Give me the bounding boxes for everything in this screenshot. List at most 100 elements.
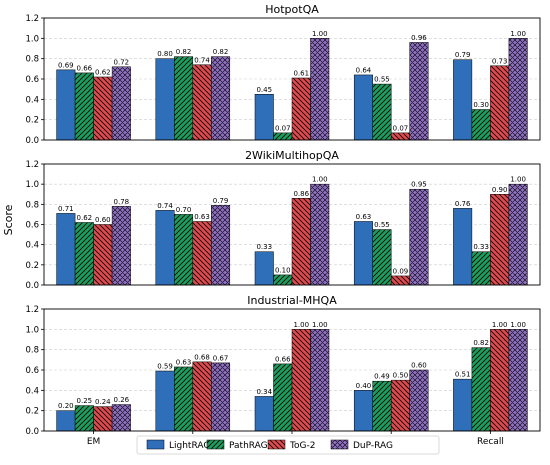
data-label: 0.66 bbox=[275, 355, 291, 363]
legend-label: LightRAG bbox=[169, 441, 210, 451]
bar-hatch bbox=[471, 251, 491, 285]
y-tick-label: 0.8 bbox=[25, 346, 39, 356]
y-tick-label: 1.0 bbox=[25, 34, 39, 44]
data-label: 0.10 bbox=[275, 266, 291, 274]
bar-hatch bbox=[310, 184, 329, 285]
data-label: 0.68 bbox=[194, 353, 210, 361]
bar-hatch bbox=[174, 56, 193, 141]
bar-hatch bbox=[508, 38, 528, 141]
data-label: 0.72 bbox=[114, 58, 130, 66]
data-label: 1.00 bbox=[312, 176, 328, 184]
data-label: 0.49 bbox=[374, 373, 390, 381]
bar-hatch bbox=[112, 66, 131, 140]
bar-hatch bbox=[490, 65, 509, 140]
data-label: 1.00 bbox=[293, 321, 309, 329]
data-label: 1.00 bbox=[510, 176, 526, 184]
data-label: 0.74 bbox=[194, 56, 210, 64]
data-label: 0.70 bbox=[176, 206, 192, 214]
legend-swatch bbox=[146, 439, 165, 450]
data-label: 0.07 bbox=[275, 124, 291, 132]
data-label: 0.25 bbox=[77, 397, 93, 405]
data-label: 0.30 bbox=[473, 101, 489, 109]
legend: LightRAG PathRAG ToG-2 DuP-RAG bbox=[136, 435, 440, 455]
bar-hatch bbox=[292, 77, 311, 140]
data-label: 0.79 bbox=[455, 51, 471, 59]
legend-swatch-hatch bbox=[331, 440, 348, 449]
x-tick-label: Recall bbox=[477, 437, 504, 447]
bar-hatch bbox=[409, 370, 429, 431]
bar-hatch bbox=[273, 132, 292, 140]
data-label: 0.67 bbox=[213, 354, 229, 362]
y-axis-label: Score bbox=[2, 204, 15, 235]
panel-title: HotpotQA bbox=[265, 3, 319, 16]
data-label: 0.55 bbox=[374, 76, 390, 84]
bar-hatch bbox=[310, 329, 329, 431]
data-label: 0.26 bbox=[114, 396, 130, 404]
data-label: 0.96 bbox=[411, 34, 427, 42]
data-label: 0.80 bbox=[157, 50, 173, 58]
bar-lightrag bbox=[453, 208, 473, 286]
x-tick-label: EM bbox=[87, 437, 100, 447]
bar-hatch bbox=[409, 189, 429, 285]
bar-hatch bbox=[192, 64, 212, 140]
data-label: 0.55 bbox=[374, 221, 390, 229]
bar-lightrag bbox=[254, 251, 274, 286]
data-label: 0.09 bbox=[393, 267, 409, 275]
bar-hatch bbox=[391, 275, 410, 285]
legend-item: DuP-RAG bbox=[330, 439, 393, 451]
data-label: 1.00 bbox=[492, 321, 508, 329]
bar-hatch bbox=[310, 38, 329, 141]
y-tick-label: 0.2 bbox=[25, 116, 39, 126]
legend-item: LightRAG bbox=[146, 439, 210, 451]
data-label: 0.60 bbox=[411, 362, 427, 370]
y-tick-label: 0.4 bbox=[25, 95, 39, 105]
bar-hatch bbox=[75, 72, 94, 140]
y-tick-label: 0.0 bbox=[25, 281, 39, 291]
legend-label: PathRAG bbox=[229, 441, 268, 451]
bar-hatch bbox=[292, 198, 311, 285]
bar-hatch bbox=[211, 205, 230, 285]
data-label: 0.69 bbox=[58, 61, 74, 69]
y-tick-label: 1.2 bbox=[25, 305, 39, 315]
data-label: 0.63 bbox=[176, 358, 192, 366]
data-label: 0.50 bbox=[393, 372, 409, 380]
data-label: 0.34 bbox=[256, 388, 272, 396]
bar-hatch bbox=[372, 381, 392, 431]
data-label: 0.82 bbox=[213, 48, 229, 56]
legend-label: DuP-RAG bbox=[353, 441, 393, 451]
data-label: 0.61 bbox=[293, 69, 309, 77]
data-label: 0.71 bbox=[58, 205, 74, 213]
bar-hatch bbox=[471, 347, 491, 431]
data-label: 0.62 bbox=[77, 214, 93, 222]
y-tick-label: 0.0 bbox=[25, 427, 39, 437]
bar-lightrag bbox=[155, 58, 175, 141]
data-label: 0.62 bbox=[95, 68, 111, 76]
legend-swatch-hatch bbox=[268, 440, 285, 449]
bar-hatch bbox=[93, 224, 113, 285]
y-tick-label: 0.0 bbox=[25, 136, 39, 146]
data-label: 0.82 bbox=[176, 48, 192, 56]
data-label: 0.64 bbox=[356, 66, 372, 74]
bar-hatch bbox=[490, 329, 509, 431]
data-label: 0.79 bbox=[213, 197, 229, 205]
plot-frame bbox=[43, 17, 541, 141]
bar-lightrag bbox=[56, 69, 76, 141]
bar-hatch bbox=[471, 109, 491, 140]
y-tick-label: 0.4 bbox=[25, 386, 39, 396]
panel-title: 2WikiMultihopQA bbox=[245, 149, 339, 162]
bar-hatch bbox=[273, 274, 292, 285]
data-label: 0.45 bbox=[256, 86, 272, 94]
data-label: 0.76 bbox=[455, 200, 471, 208]
bar-hatch bbox=[93, 76, 113, 140]
data-label: 0.82 bbox=[473, 339, 489, 347]
bar-hatch bbox=[508, 184, 528, 285]
y-tick-label: 0.6 bbox=[25, 221, 39, 231]
data-label: 0.24 bbox=[95, 398, 111, 406]
bar-hatch bbox=[112, 404, 131, 431]
y-tick-label: 0.2 bbox=[25, 261, 39, 271]
data-label: 0.63 bbox=[194, 213, 210, 221]
bar-lightrag bbox=[155, 210, 175, 286]
y-tick-label: 1.0 bbox=[25, 180, 39, 190]
